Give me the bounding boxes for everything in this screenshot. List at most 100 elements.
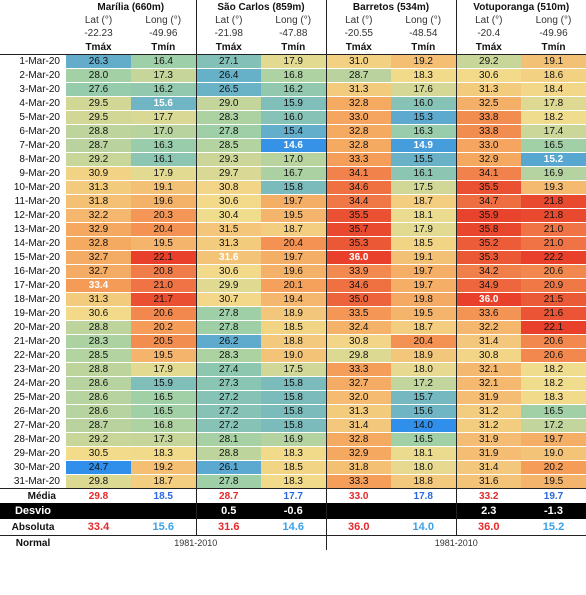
date-cell: 24-Mar-20 [0, 376, 66, 391]
lat-label: Lat (°) [345, 15, 373, 26]
date-cell: 5-Mar-20 [0, 110, 66, 125]
tmax-cell: 28.3 [66, 334, 131, 349]
tmin-cell: 15.9 [261, 96, 327, 111]
tmin-cell: 21.8 [521, 194, 586, 209]
tmin-cell: 19.6 [131, 194, 197, 209]
absoluta-value: 14.6 [261, 519, 327, 536]
absoluta-value: 15.2 [542, 520, 565, 533]
tmax-cell: 31.3 [326, 404, 391, 419]
tmax-cell: 32.1 [456, 362, 521, 377]
table-row: 15-Mar-20 32.7 22.1 31.6 19.7 36.0 19.1 35.3 22.… [0, 250, 586, 265]
tmin-cell: 19.2 [131, 460, 197, 475]
date-cell: 13-Mar-20 [0, 222, 66, 237]
table-row: 4-Mar-20 29.5 15.6 29.0 15.9 32.8 16.0 32.5 17.8 [0, 96, 586, 111]
long-value: -49.96 [539, 28, 568, 39]
tmax-cell: 32.7 [66, 264, 131, 279]
tmin-cell: 21.0 [521, 222, 586, 237]
date-cell: 29-Mar-20 [0, 446, 66, 461]
date-cell: 30-Mar-20 [0, 460, 66, 475]
tmax-cell: 31.3 [456, 82, 521, 97]
tmax-cell: 31.6 [456, 474, 521, 489]
tmax-cell: 28.0 [66, 68, 131, 83]
date-cell: 6-Mar-20 [0, 124, 66, 139]
tmax-cell: 26.3 [66, 54, 131, 69]
tmax-cell: 34.6 [326, 180, 391, 195]
tmin-cell: 19.5 [131, 236, 197, 251]
tmax-cell: 33.0 [326, 110, 391, 125]
tmax-cell: 27.3 [196, 376, 261, 391]
tmax-cell: 31.3 [326, 82, 391, 97]
tmin-cell: 17.2 [391, 376, 457, 391]
tmax-cell: 32.0 [326, 390, 391, 405]
tmax-cell: 32.9 [66, 222, 131, 237]
tmin-cell: 21.6 [521, 306, 586, 321]
table-row: 12-Mar-20 32.2 20.3 30.4 19.5 35.5 18.1 35.9 21.… [0, 208, 586, 223]
table-row: 28-Mar-20 29.2 17.3 28.1 16.9 32.8 16.5 31.9 19.… [0, 432, 586, 447]
tmax-cell: 31.5 [196, 222, 261, 237]
tmin-cell: 17.6 [391, 82, 457, 97]
tmax-cell: 34.1 [326, 166, 391, 181]
tmax-cell: 35.5 [456, 180, 521, 195]
table-row: 7-Mar-20 28.7 16.3 28.5 14.6 32.8 14.9 33.0 16.5 [0, 138, 586, 153]
tmin-cell: 19.3 [521, 180, 586, 195]
date-cell: 28-Mar-20 [0, 432, 66, 447]
tmax-cell: 28.5 [196, 138, 261, 153]
desvio-value [326, 503, 391, 519]
media-value: 33.0 [326, 488, 391, 503]
tmax-cell: 29.0 [196, 96, 261, 111]
date-cell: 1-Mar-20 [0, 54, 66, 69]
table-row: 1-Mar-20 26.3 16.4 27.1 17.9 31.0 19.2 29.2 19.1 [0, 54, 586, 69]
date-cell: 26-Mar-20 [0, 404, 66, 419]
tmax-cell: 28.8 [66, 124, 131, 139]
tmin-cell: 18.9 [391, 348, 457, 363]
tmax-cell: 32.9 [326, 446, 391, 461]
tmax-cell: 30.6 [456, 68, 521, 83]
tmin-cell: 19.4 [261, 292, 327, 307]
long-value: -49.96 [131, 27, 197, 40]
tmax-cell: 35.9 [456, 208, 521, 223]
table-row: 27-Mar-20 28.7 16.8 27.2 15.8 31.4 14.0 31.2 17.… [0, 418, 586, 433]
media-value: 17.8 [391, 488, 457, 503]
tmin-cell: 19.0 [521, 446, 586, 461]
tmax-cell: 30.8 [326, 334, 391, 349]
tmax-cell: 31.9 [456, 390, 521, 405]
tmin-cell: 18.8 [391, 474, 457, 489]
table-row: 13-Mar-20 32.9 20.4 31.5 18.7 35.7 17.9 35.8 21.… [0, 222, 586, 237]
temperature-table: Marília (660m) São Carlos (859m) Barreto… [0, 0, 586, 550]
absoluta-value: 33.4 [87, 520, 110, 533]
tmin-header: Tmín [521, 40, 586, 55]
tmin-cell: 18.7 [261, 222, 327, 237]
long-label: Long (°) [261, 14, 327, 27]
long-label: Long (°) [131, 14, 197, 27]
tmin-cell: 16.9 [521, 166, 586, 181]
date-cell: 27-Mar-20 [0, 418, 66, 433]
tmax-cell: 29.7 [196, 166, 261, 181]
tmin-cell: 19.5 [521, 474, 586, 489]
lat-value: -21.98 [214, 28, 243, 39]
tmin-cell: 15.2 [521, 152, 586, 167]
tmax-cell: 29.9 [196, 278, 261, 293]
tmin-cell: 20.3 [131, 208, 197, 223]
tmax-header: Tmáx [66, 40, 131, 55]
normal-period: 1981-2010 [326, 535, 586, 550]
tmin-cell: 18.7 [131, 474, 197, 489]
tmax-cell: 31.3 [196, 236, 261, 251]
tmax-cell: 34.4 [326, 194, 391, 209]
tmax-cell: 29.8 [326, 348, 391, 363]
tmax-cell: 35.8 [456, 222, 521, 237]
tmax-cell: 32.9 [456, 152, 521, 167]
tmin-cell: 16.5 [131, 390, 197, 405]
table-row: 21-Mar-20 28.3 20.5 26.2 18.8 30.8 20.4 31.4 20.… [0, 334, 586, 349]
tmax-cell: 32.1 [456, 376, 521, 391]
tmin-cell: 16.7 [261, 166, 327, 181]
tmax-cell: 31.9 [456, 446, 521, 461]
tmin-cell: 22.2 [521, 250, 586, 265]
tmin-cell: 15.6 [131, 96, 197, 111]
table-row: 17-Mar-20 33.4 21.0 29.9 20.1 34.6 19.7 34.9 20.… [0, 278, 586, 293]
tmin-cell: 17.9 [131, 362, 197, 377]
tmax-cell: 29.8 [66, 474, 131, 489]
media-value: 19.7 [521, 488, 586, 503]
tmax-cell: 35.5 [326, 208, 391, 223]
desvio-value: -1.3 [521, 503, 586, 519]
tmax-cell: 29.2 [66, 152, 131, 167]
